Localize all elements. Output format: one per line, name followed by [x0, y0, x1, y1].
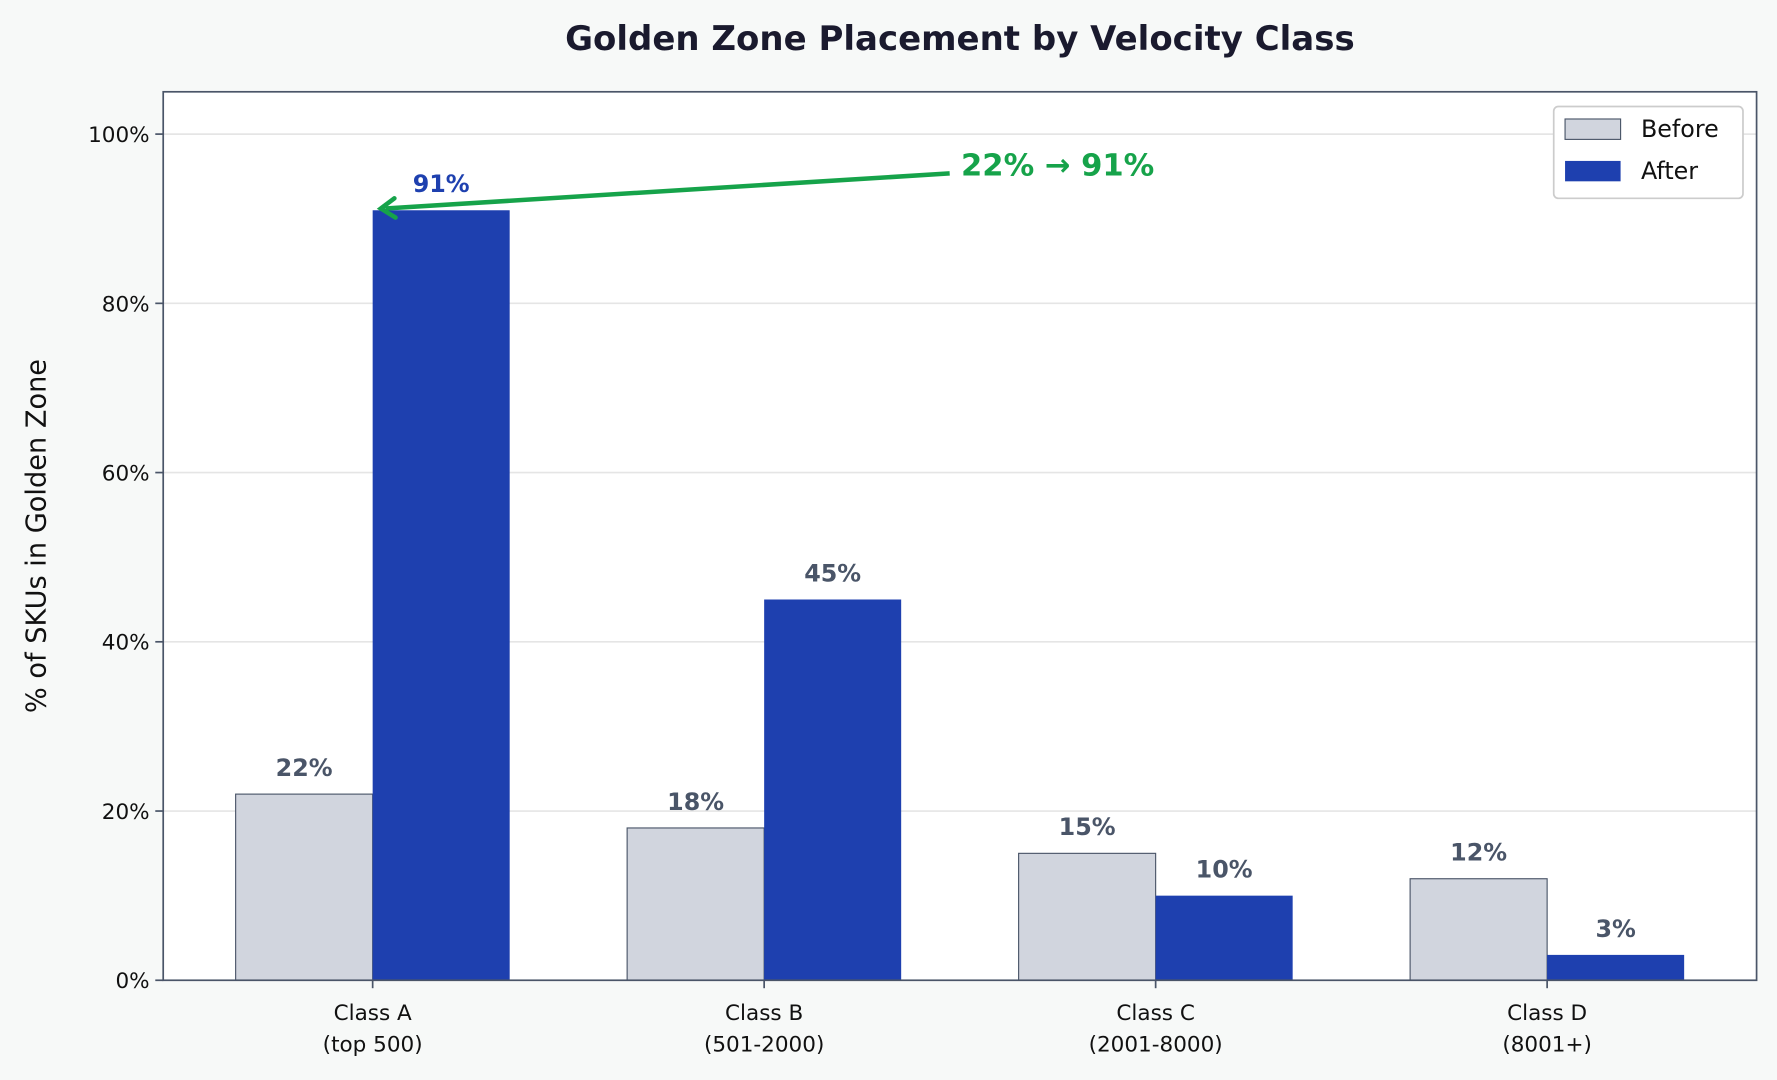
legend-label-before: Before: [1641, 115, 1719, 143]
legend-swatch-after: [1565, 160, 1621, 182]
x-tick-label: Class C: [1116, 1001, 1194, 1026]
data-label: 3%: [1595, 915, 1636, 943]
x-tick-label: (2001-8000): [1089, 1033, 1223, 1058]
y-tick-label: 80%: [102, 292, 150, 317]
bar-before: [1018, 852, 1157, 981]
data-label: 45%: [804, 559, 861, 587]
plot-frame: [162, 90, 1758, 982]
data-label: 10%: [1196, 856, 1253, 884]
arrow-head-icon: [376, 196, 398, 220]
y-tick-label: 20%: [102, 800, 150, 825]
x-tick-label: (8001+): [1502, 1033, 1592, 1058]
chart-title: Golden Zone Placement by Velocity Class: [565, 19, 1355, 59]
bar-before: [626, 827, 765, 981]
x-tick-label: (501-2000): [704, 1033, 824, 1058]
data-label: 91%: [413, 170, 470, 198]
y-tick-label: 100%: [88, 123, 150, 148]
annotation: 22% → 91%: [376, 149, 1154, 220]
data-label: 15%: [1059, 813, 1116, 841]
legend: Before After: [1552, 105, 1744, 200]
x-tick-label: Class A: [334, 1001, 412, 1026]
y-tick-label: 40%: [102, 631, 150, 656]
data-label: 18%: [667, 788, 724, 816]
y-tick-label: 60%: [102, 462, 150, 487]
annotation-arrow: [385, 171, 950, 211]
legend-swatch-before: [1564, 118, 1622, 140]
x-tick-label: (top 500): [323, 1033, 423, 1058]
y-axis-label: % of SKUs in Golden Zone: [21, 359, 52, 713]
y-tick-label: 0%: [115, 969, 149, 994]
bar-after: [764, 599, 902, 981]
bar-after: [372, 210, 510, 981]
annotation-text: 22% → 91%: [961, 149, 1154, 184]
bar-before: [1409, 878, 1548, 981]
x-tick-label: Class D: [1507, 1001, 1587, 1026]
x-tick-label: Class B: [725, 1001, 803, 1026]
legend-label-after: After: [1641, 157, 1698, 185]
bar-before: [235, 793, 374, 981]
data-label: 22%: [276, 754, 333, 782]
bar-after: [1547, 954, 1685, 981]
bar-after: [1155, 895, 1293, 981]
data-label: 12%: [1450, 839, 1507, 867]
